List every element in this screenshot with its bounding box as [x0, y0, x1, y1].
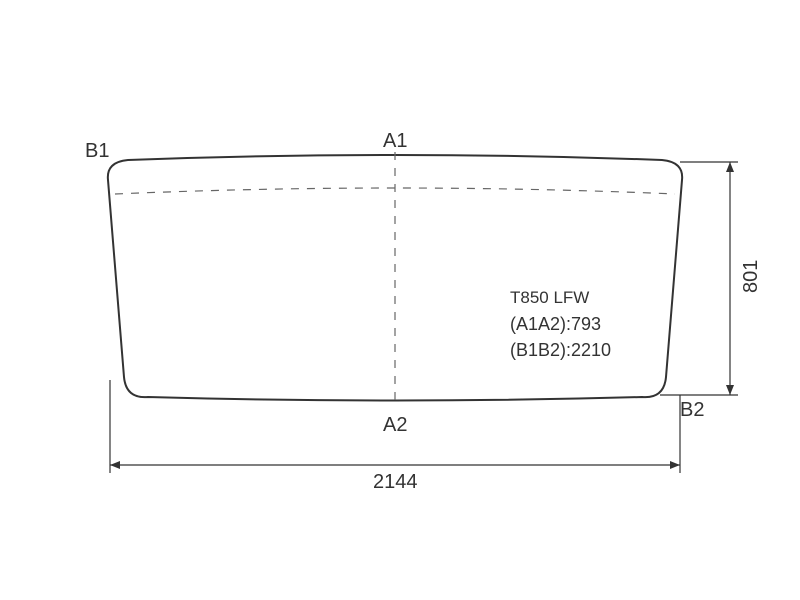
label-B1: B1: [85, 140, 109, 163]
info-b1b2: (B1B2):2210: [510, 340, 611, 361]
dim-height-label: 801: [740, 259, 763, 292]
label-A1: A1: [383, 130, 407, 153]
info-a1a2: (A1A2):793: [510, 314, 601, 335]
drawing-canvas: A1 A2 B1 B2 2144 801 T850 LFW (A1A2):793…: [0, 0, 800, 600]
diagram-svg: [0, 0, 800, 600]
info-model: T850 LFW: [510, 288, 589, 308]
label-A2: A2: [383, 414, 407, 437]
dim-width-label: 2144: [373, 471, 418, 494]
label-B2: B2: [680, 399, 704, 422]
